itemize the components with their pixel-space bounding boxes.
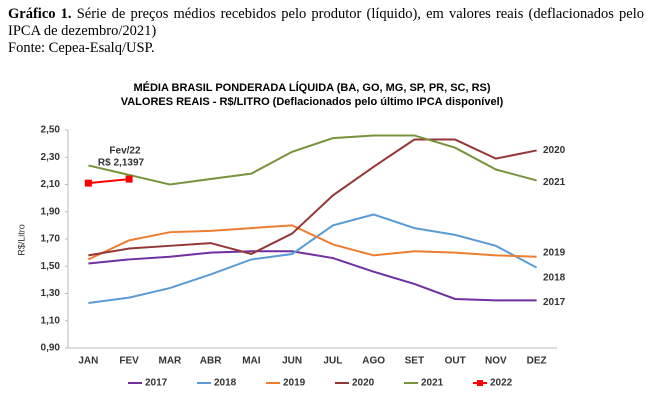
legend-label: 2021 xyxy=(421,378,444,389)
legend-label: 2020 xyxy=(352,378,375,389)
x-tick-label: JUN xyxy=(282,356,302,367)
x-tick-label: NOV xyxy=(485,356,507,367)
x-tick-label: JAN xyxy=(78,356,98,367)
y-tick-label: 2,30 xyxy=(41,152,61,163)
series-line xyxy=(88,134,537,186)
series-line xyxy=(88,178,130,185)
caption: Gráfico 1. Série de preços médios recebi… xyxy=(8,6,644,57)
x-tick-label: DEZ xyxy=(527,356,547,367)
x-tick-label: SET xyxy=(405,356,424,367)
legend-label: 2018 xyxy=(214,378,237,389)
y-tick-label: 1,50 xyxy=(41,261,61,272)
y-tick-label: 2,10 xyxy=(41,179,61,190)
legend-label: 2017 xyxy=(145,378,168,389)
y-axis-label: R$/Litro xyxy=(16,224,26,256)
series-line xyxy=(88,250,537,302)
series-end-label: 2019 xyxy=(543,247,566,258)
source: Fonte: Cepea-Esalq/USP. xyxy=(8,40,155,56)
legend-label: 2019 xyxy=(283,378,306,389)
point-marker xyxy=(84,179,92,187)
y-tick-label: 1,10 xyxy=(41,315,61,326)
series-line xyxy=(87,224,537,261)
y-tick-label: 0,90 xyxy=(41,343,61,354)
series-line xyxy=(88,213,538,305)
series-end-label: 2018 xyxy=(543,272,566,283)
point-marker xyxy=(125,175,133,183)
caption-label: Gráfico 1. xyxy=(8,6,72,22)
x-tick-label: FEV xyxy=(119,356,139,367)
x-tick-label: MAI xyxy=(242,356,261,367)
caption-text: Série de preços médios recebidos pelo pr… xyxy=(8,6,644,39)
series-end-label: 2020 xyxy=(543,145,566,156)
y-tick-label: 1,70 xyxy=(41,234,61,245)
x-tick-label: JUL xyxy=(323,356,342,367)
x-tick-label: OUT xyxy=(445,356,466,367)
chart-subtitle: VALORES REAIS - R$/LITRO (Deflacionados … xyxy=(121,96,504,108)
annotation: R$ 2,1397 xyxy=(98,158,145,169)
x-tick-label: AGO xyxy=(362,356,385,367)
y-tick-label: 1,90 xyxy=(41,206,61,217)
series-end-label: 2021 xyxy=(543,177,566,188)
series-line xyxy=(88,138,537,257)
y-tick-label: 2,50 xyxy=(41,125,61,136)
annotation: Fev/22 xyxy=(109,146,141,157)
legend-label: 2022 xyxy=(490,378,513,389)
chart-title: MÉDIA BRASIL PONDERADA LÍQUIDA (BA, GO, … xyxy=(133,81,490,94)
x-tick-label: ABR xyxy=(200,356,222,367)
x-tick-label: MAR xyxy=(158,356,182,367)
y-tick-label: 1,30 xyxy=(41,288,61,299)
legend-marker xyxy=(477,380,483,386)
series-end-label: 2017 xyxy=(543,297,566,308)
